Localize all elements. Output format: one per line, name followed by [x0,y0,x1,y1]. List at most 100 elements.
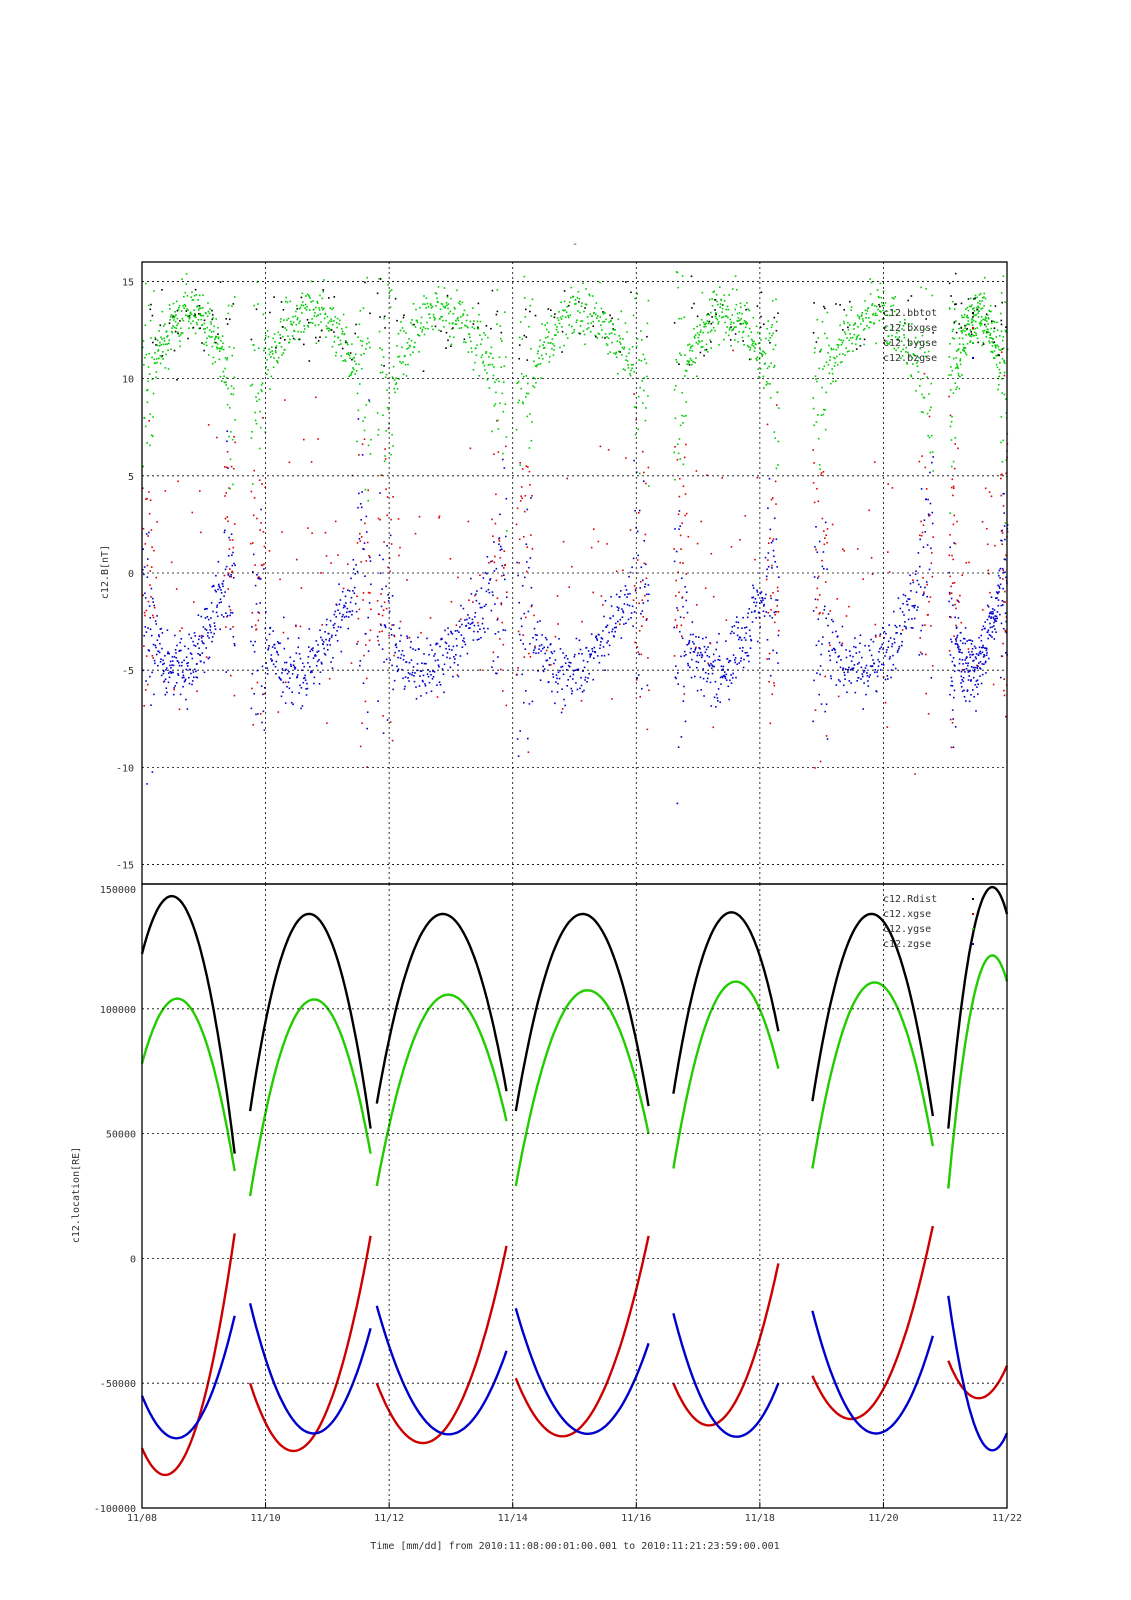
bzgse-point [700,689,702,691]
bzgse-point [687,664,690,667]
bzgse-point [525,690,527,692]
bygse-point [972,334,975,337]
bygse-point [730,345,732,347]
bygse-point [927,434,929,437]
bygse-point [951,369,954,372]
bzgse-point [606,641,608,644]
bygse-point [959,359,961,362]
bygse-point [207,302,209,304]
bxgse-point [315,396,317,399]
bzgse-point [271,659,273,662]
bygse-point [541,358,544,360]
bzgse-point [334,610,337,613]
bygse-point [404,363,407,366]
bygse-point [315,315,318,318]
bzgse-point [280,679,282,681]
bzgse-point [521,673,523,676]
bygse-point [556,326,558,328]
bzgse-point [348,590,351,592]
bygse-point [561,326,563,328]
bygse-point [200,318,203,321]
bzgse-point [972,676,975,679]
bbtot-point [229,318,231,321]
bxgse-point [390,518,392,521]
bzgse-point [992,611,994,613]
bzgse-point [147,558,149,560]
bygse-point [991,351,994,354]
bzgse-point [482,617,484,620]
bzgse-point [580,676,582,679]
bzgse-point [865,664,868,667]
bbtot-point [177,332,179,335]
bxgse-point [990,495,993,498]
bygse-point [315,342,318,344]
bzgse-point [185,668,188,671]
bygse-point [996,329,999,331]
bbtot-point [161,289,163,291]
bygse-point [471,326,474,328]
bzgse-point [346,611,348,613]
bygse-point [324,312,327,315]
bzgse-point [850,660,853,662]
bygse-point [516,382,519,384]
bzgse-point [380,605,383,608]
bygse-point [584,343,586,346]
bxgse-point [836,598,839,600]
bbtot-point [176,379,178,381]
bygse-point [974,294,977,297]
bzgse-point [320,661,323,664]
bxgse-point [506,591,508,593]
bxgse-point [891,487,894,489]
bxgse-point [953,467,956,470]
bzgse-point [355,610,358,613]
bxgse-point [330,562,332,564]
bzgse-point [173,693,175,696]
bygse-point [180,327,182,330]
bzgse-point [838,655,840,657]
plot-frames [141,261,1008,1509]
bygse-point [252,344,255,346]
bygse-point [178,305,181,307]
bxgse-point [754,558,756,561]
bzgse-point [445,647,447,650]
bzgse-point [534,647,536,649]
bygse-point [184,291,186,294]
bygse-point [413,346,416,349]
bygse-point [972,319,975,322]
bzgse-point [927,498,929,501]
bzgse-point [304,679,307,681]
bzgse-point [541,634,543,636]
bzgse-point [593,646,596,649]
bbtot-point [883,339,886,341]
bzgse-point [320,636,322,639]
bzgse-point [286,685,288,688]
bygse-point [222,370,225,373]
bzgse-point [984,660,987,663]
bbtot-point [688,364,691,366]
bygse-point [250,385,252,387]
bxgse-point [710,552,713,555]
bygse-point [987,318,990,320]
bygse-point [714,315,717,318]
bygse-point [160,356,163,358]
bygse-point [201,324,204,326]
bzgse-point [861,673,864,675]
bzgse-point [175,657,178,659]
bzgse-point [314,655,316,657]
bzgse-point [837,679,840,681]
bygse-point [863,343,865,346]
bzgse-point [821,643,823,645]
bxgse-point [232,546,235,549]
bygse-point [986,320,988,322]
bzgse-point [361,491,363,493]
bygse-point [979,300,981,302]
bzgse-point [460,604,462,607]
bzgse-point [360,519,362,521]
bygse-point [759,348,761,351]
bzgse-point [721,675,723,678]
bygse-point [990,337,993,339]
bygse-point [303,328,306,330]
bygse-point [688,343,691,346]
bzgse-point [474,612,477,614]
bzgse-point [704,671,707,674]
